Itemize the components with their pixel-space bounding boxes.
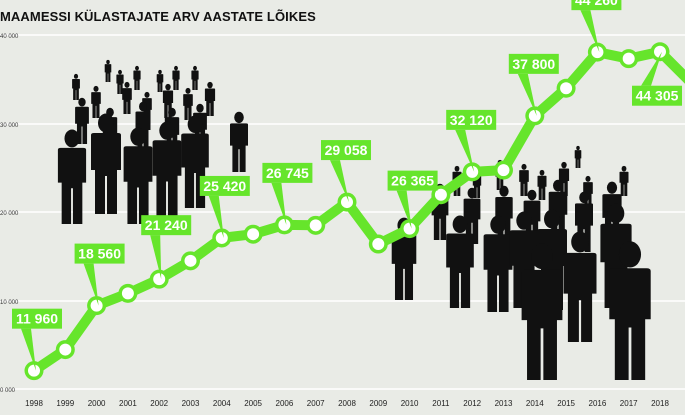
data-label: 29 058 <box>321 140 371 202</box>
x-tick-label: 2002 <box>150 399 168 408</box>
data-point <box>91 300 103 312</box>
data-point <box>560 82 572 94</box>
x-tick-label: 2009 <box>369 399 387 408</box>
data-label-pointer <box>580 10 599 52</box>
person-figure <box>519 164 529 196</box>
data-point <box>498 164 510 176</box>
data-label: 32 120 <box>446 110 496 172</box>
data-label-pointer <box>518 74 537 116</box>
data-label-text: 37 800 <box>512 56 555 72</box>
person-figure <box>564 231 597 342</box>
person-figure <box>105 60 112 82</box>
x-tick-label: 2018 <box>651 399 669 408</box>
data-label-text: 21 240 <box>145 217 188 233</box>
x-tick-label: 2014 <box>526 399 544 408</box>
x-tick-label: 2004 <box>213 399 231 408</box>
data-label: 26 745 <box>262 163 312 225</box>
data-label-text: 25 420 <box>203 178 246 194</box>
person-figure <box>538 170 547 200</box>
person-figure <box>133 66 140 90</box>
x-tick-label: 2010 <box>401 399 419 408</box>
data-label: 44 260 <box>571 0 621 52</box>
data-point <box>153 273 165 285</box>
person-figure <box>575 146 582 168</box>
chart-title: MAAMESSI KÜLASTAJATE ARV AASTATE LÕIKES <box>0 9 316 24</box>
x-tick-label: 2000 <box>88 399 106 408</box>
data-point <box>372 238 384 250</box>
data-point <box>185 255 197 267</box>
data-label: 25 420 <box>200 176 250 238</box>
data-point <box>591 46 603 58</box>
y-axis-tick-labels: 40 000 30 000 20 000 10 000 0 000 <box>0 34 19 394</box>
x-tick-label: 2017 <box>620 399 638 408</box>
y-tick-label: 0 000 <box>0 388 16 394</box>
data-label-text: 44 260 <box>575 0 618 8</box>
person-figure <box>122 82 132 114</box>
data-label-text: 32 120 <box>450 112 493 128</box>
x-tick-label: 1998 <box>25 399 43 408</box>
y-tick-label: 30 000 <box>0 123 19 129</box>
data-point <box>466 166 478 178</box>
x-tick-label: 1999 <box>56 399 74 408</box>
y-tick-label: 20 000 <box>0 211 19 217</box>
data-point <box>122 287 134 299</box>
person-figure <box>183 88 193 120</box>
person-figure <box>205 82 215 116</box>
person-figure <box>157 70 164 92</box>
y-tick-label: 40 000 <box>0 34 19 40</box>
x-tick-label: 2005 <box>244 399 262 408</box>
data-point <box>59 344 71 356</box>
person-figure <box>172 66 179 90</box>
data-label-text: 29 058 <box>325 142 368 158</box>
data-label-text: 11 960 <box>16 311 58 327</box>
data-point <box>341 196 353 208</box>
x-tick-label: 2008 <box>338 399 356 408</box>
person-figure <box>191 66 198 90</box>
data-label-text: 26 745 <box>266 165 309 181</box>
x-tick-label: 2011 <box>432 399 450 408</box>
x-tick-label: 2015 <box>557 399 575 408</box>
x-tick-label: 2016 <box>589 399 607 408</box>
x-tick-label: 2007 <box>307 399 325 408</box>
data-label-text: 18 560 <box>78 246 121 262</box>
data-point <box>529 110 541 122</box>
x-tick-label: 2006 <box>276 399 294 408</box>
data-label-text: 44 305 <box>636 88 679 104</box>
x-tick-label: 2012 <box>463 399 481 408</box>
data-point <box>623 53 635 65</box>
data-point <box>278 219 290 231</box>
data-point <box>310 219 322 231</box>
data-point <box>247 228 259 240</box>
data-point <box>216 232 228 244</box>
x-tick-label: 2003 <box>182 399 200 408</box>
x-tick-label: 2001 <box>119 399 137 408</box>
person-figure <box>91 86 101 118</box>
person-figure <box>58 130 86 224</box>
person-figure <box>559 162 569 196</box>
y-tick-label: 10 000 <box>0 300 19 306</box>
person-figure <box>230 112 248 172</box>
x-tick-label: 2013 <box>495 399 513 408</box>
data-label-text: 26 365 <box>391 173 434 189</box>
data-point <box>28 365 40 377</box>
person-figure <box>620 166 629 196</box>
data-point <box>404 223 416 235</box>
person-figure <box>72 74 80 100</box>
x-axis-tick-labels: 1998 1999 2000 2001 2002 2003 2004 2005 2006 2007… <box>25 399 669 408</box>
